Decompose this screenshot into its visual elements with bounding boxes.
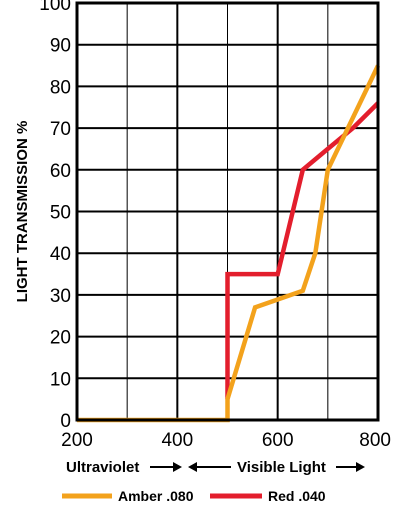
legend: Amber .080 Red .040 — [62, 488, 326, 504]
y-axis-label: LIGHT TRANSMISSION % — [14, 121, 31, 303]
x-tick-label: 600 — [262, 430, 294, 451]
y-tick-label: 70 — [50, 119, 71, 140]
arrow-right-icon — [173, 462, 182, 472]
legend-label: Amber .080 — [118, 488, 194, 504]
arrow-right-icon — [356, 462, 365, 472]
y-tick-label: 80 — [50, 77, 71, 98]
y-tick-label: 20 — [50, 328, 71, 349]
arrow-left-icon — [188, 462, 197, 472]
y-tick-label: 50 — [50, 203, 71, 224]
visible-light-label: Visible Light — [237, 459, 326, 476]
x-tick-labels: 200 400 600 800 — [61, 430, 391, 451]
y-tick-label: 30 — [50, 286, 71, 307]
y-tick-label: 90 — [50, 36, 71, 57]
y-tick-label: 40 — [50, 244, 71, 265]
plot-frame — [75, 1, 380, 422]
y-tick-label: 10 — [50, 369, 71, 390]
y-tick-label: 60 — [50, 161, 71, 182]
ultraviolet-label: Ultraviolet — [66, 459, 139, 476]
spectrum-band-labels: Ultraviolet Visible Light — [66, 459, 365, 476]
y-tick-label: 100 — [39, 0, 71, 15]
y-tick-labels: 0 10 20 30 40 50 60 70 80 90 100 — [39, 0, 71, 432]
legend-label: Red .040 — [268, 488, 326, 504]
x-tick-label: 200 — [61, 430, 93, 451]
y-tick-label: 0 — [60, 411, 71, 432]
series-layer — [77, 64, 381, 423]
x-tick-label: 800 — [359, 430, 391, 451]
x-tick-label: 400 — [161, 430, 193, 451]
series-line-red — [225, 101, 380, 400]
series-line-amber — [77, 64, 381, 423]
